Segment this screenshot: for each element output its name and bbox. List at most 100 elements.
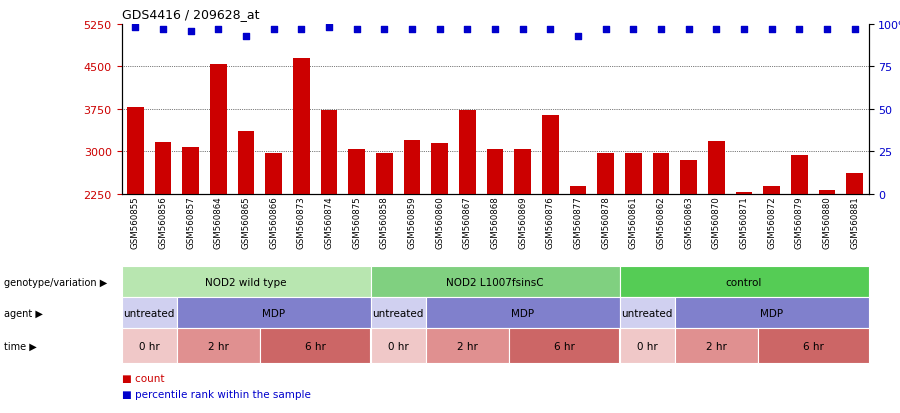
Text: GSM560866: GSM560866: [269, 195, 278, 248]
Point: [653, 26, 668, 33]
Bar: [846, 173, 863, 194]
Text: GSM560861: GSM560861: [629, 196, 638, 249]
Bar: [431, 143, 448, 194]
Bar: [293, 59, 310, 194]
Text: GSM560874: GSM560874: [325, 196, 334, 249]
Text: untreated: untreated: [622, 308, 673, 318]
Text: GSM560868: GSM560868: [491, 195, 500, 248]
Bar: [570, 187, 586, 194]
Text: MDP: MDP: [262, 308, 285, 318]
Bar: [404, 140, 420, 194]
Point: [238, 33, 253, 40]
Point: [820, 26, 834, 33]
Bar: [680, 160, 697, 194]
Bar: [210, 65, 227, 194]
Text: 6 hr: 6 hr: [554, 341, 574, 351]
Text: GSM560873: GSM560873: [297, 195, 306, 248]
Text: GSM560876: GSM560876: [545, 196, 554, 249]
Text: GSM560881: GSM560881: [850, 196, 860, 249]
Bar: [735, 192, 752, 194]
Point: [848, 26, 862, 33]
Text: GSM560865: GSM560865: [241, 196, 250, 249]
Text: GSM560869: GSM560869: [518, 196, 527, 249]
Bar: [155, 143, 171, 194]
Bar: [819, 191, 835, 194]
Text: GSM560858: GSM560858: [380, 195, 389, 248]
Text: GSM560862: GSM560862: [656, 196, 665, 249]
Text: GSM560859: GSM560859: [408, 196, 417, 249]
Text: GSM560870: GSM560870: [712, 195, 721, 248]
Bar: [487, 150, 503, 194]
Text: GSM560864: GSM560864: [214, 196, 223, 249]
Bar: [625, 154, 642, 194]
Point: [737, 26, 751, 33]
Point: [349, 26, 364, 33]
Point: [571, 33, 585, 40]
Bar: [791, 156, 807, 194]
Text: ■ count: ■ count: [122, 373, 164, 383]
Text: GSM560864: GSM560864: [214, 195, 223, 248]
Text: GSM560867: GSM560867: [463, 195, 472, 248]
Text: GSM560868: GSM560868: [491, 196, 500, 249]
Text: GSM560872: GSM560872: [767, 195, 776, 248]
Text: GSM560878: GSM560878: [601, 196, 610, 249]
Bar: [238, 131, 255, 194]
Text: NOD2 wild type: NOD2 wild type: [205, 277, 287, 287]
Text: GSM560865: GSM560865: [241, 195, 250, 248]
Text: GSM560876: GSM560876: [545, 195, 554, 248]
Point: [488, 26, 502, 33]
Text: GSM560874: GSM560874: [325, 195, 334, 248]
Text: GSM560862: GSM560862: [656, 195, 665, 248]
Text: GSM560880: GSM560880: [823, 195, 832, 248]
Bar: [348, 150, 365, 194]
Bar: [459, 111, 475, 194]
Text: MDP: MDP: [511, 308, 535, 318]
Text: GSM560857: GSM560857: [186, 196, 195, 249]
Point: [184, 28, 198, 35]
Text: GSM560880: GSM560880: [823, 196, 832, 249]
Bar: [320, 111, 338, 194]
Bar: [542, 116, 559, 194]
Point: [709, 26, 724, 33]
Bar: [598, 154, 614, 194]
Text: GSM560879: GSM560879: [795, 196, 804, 249]
Text: GSM560869: GSM560869: [518, 195, 527, 248]
Point: [322, 25, 337, 31]
Text: GSM560871: GSM560871: [740, 195, 749, 248]
Bar: [376, 154, 392, 194]
Bar: [266, 154, 282, 194]
Point: [792, 26, 806, 33]
Point: [516, 26, 530, 33]
Text: GSM560855: GSM560855: [130, 195, 140, 248]
Text: GSM560860: GSM560860: [436, 195, 445, 248]
Bar: [127, 108, 144, 194]
Point: [128, 25, 142, 31]
Point: [433, 26, 447, 33]
Text: GSM560879: GSM560879: [795, 195, 804, 248]
Point: [156, 26, 170, 33]
Point: [543, 26, 557, 33]
Text: GSM560871: GSM560871: [740, 196, 749, 249]
Point: [212, 26, 226, 33]
Bar: [183, 147, 199, 194]
Point: [460, 26, 474, 33]
Text: NOD2 L1007fsinsC: NOD2 L1007fsinsC: [446, 277, 544, 287]
Text: time ▶: time ▶: [4, 341, 37, 351]
Point: [626, 26, 641, 33]
Text: GSM560855: GSM560855: [130, 196, 140, 249]
Text: control: control: [725, 277, 762, 287]
Text: 2 hr: 2 hr: [208, 341, 229, 351]
Point: [377, 26, 392, 33]
Bar: [763, 187, 780, 194]
Bar: [708, 142, 725, 194]
Text: untreated: untreated: [123, 308, 175, 318]
Text: GSM560863: GSM560863: [684, 195, 693, 248]
Text: GSM560875: GSM560875: [352, 196, 361, 249]
Text: GSM560867: GSM560867: [463, 196, 472, 249]
Text: GSM560877: GSM560877: [573, 195, 582, 248]
Bar: [652, 154, 670, 194]
Text: GSM560858: GSM560858: [380, 196, 389, 249]
Point: [266, 26, 281, 33]
Text: 6 hr: 6 hr: [803, 341, 824, 351]
Text: GSM560857: GSM560857: [186, 195, 195, 248]
